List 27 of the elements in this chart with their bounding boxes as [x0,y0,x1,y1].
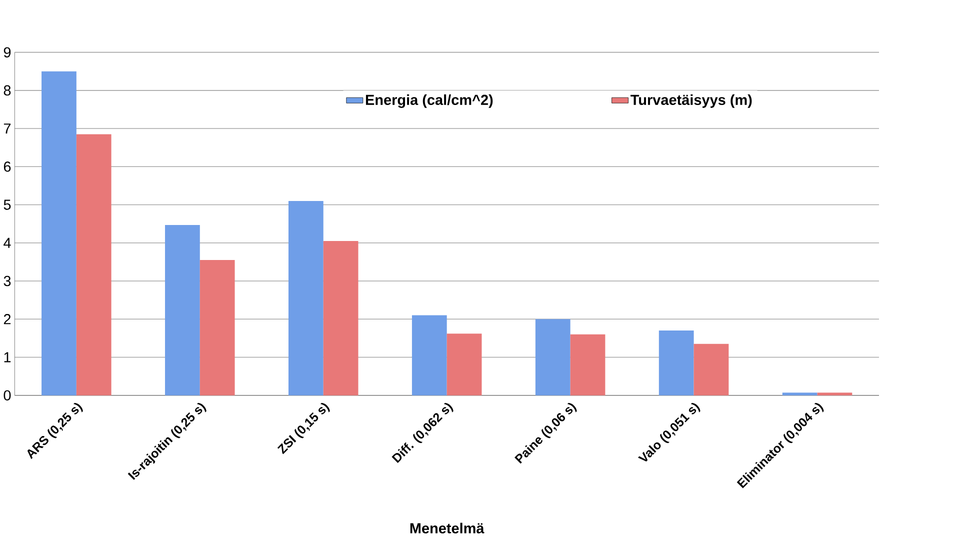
legend-label: Energia (cal/cm^2) [366,94,493,108]
bar [658,330,694,396]
bar [165,224,200,396]
x-axis-title: Menetelmä [410,522,484,534]
bar [535,318,570,396]
bar [76,134,112,396]
bar [288,200,324,396]
legend-label: Turvaetäisyys (m) [630,94,752,108]
bar [570,334,606,396]
bar [42,71,76,396]
bar [782,392,818,396]
y-tick-label: 2 [4,314,11,324]
y-tick-label: 1 [4,352,11,362]
y-tick-label: 4 [4,238,11,248]
bar [200,260,235,396]
y-tick-label: 8 [4,85,11,96]
y-tick-label: 7 [4,123,11,134]
bar [412,315,447,396]
bar [323,240,358,396]
y-tick-label: 3 [4,276,11,286]
y-tick-label: 9 [4,46,11,58]
bar [694,344,729,396]
y-tick-label: 6 [4,161,11,172]
bar [446,333,482,396]
y-tick-label: 5 [4,200,11,210]
y-tick-label: 0 [4,390,11,400]
bar [817,392,852,396]
